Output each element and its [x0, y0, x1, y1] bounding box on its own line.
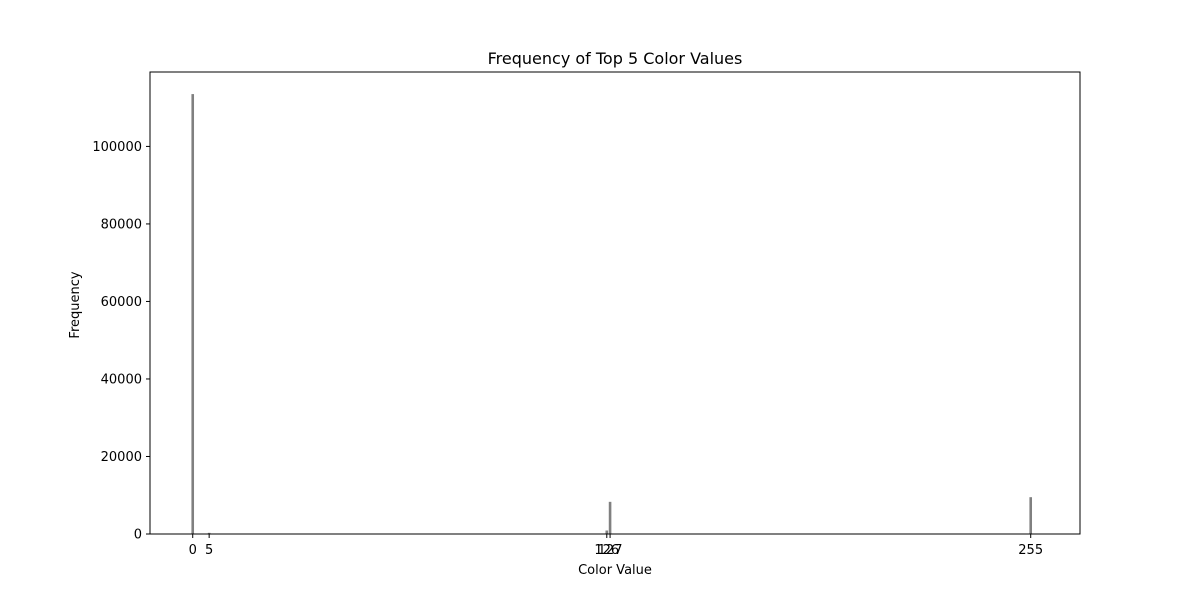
y-tick-label: 100000	[92, 140, 142, 155]
y-tick-label: 80000	[101, 217, 142, 232]
bar-5	[207, 532, 211, 534]
bar-255	[1029, 497, 1033, 534]
y-axis-label: Frequency	[68, 271, 83, 338]
x-tick-label: 0	[189, 543, 197, 558]
y-axis: 0 20000 40000 60000 80000 100000	[92, 140, 150, 543]
bar-126	[605, 530, 609, 534]
x-tick-label: 126	[594, 543, 619, 558]
y-tick-label: 0	[134, 528, 142, 543]
plot-frame	[149, 71, 1081, 535]
x-tick-label: 255	[1018, 543, 1043, 558]
bars	[191, 94, 1033, 534]
y-tick-label: 60000	[101, 295, 142, 310]
x-tick-label: 5	[205, 543, 213, 558]
bar-127	[608, 501, 612, 534]
bar-0	[191, 94, 195, 534]
x-axis-label: Color Value	[578, 563, 652, 578]
chart-title: Frequency of Top 5 Color Values	[488, 49, 743, 68]
x-tick-label: 127	[598, 543, 623, 558]
y-tick-label: 20000	[101, 450, 142, 465]
y-tick-label: 40000	[101, 372, 142, 387]
